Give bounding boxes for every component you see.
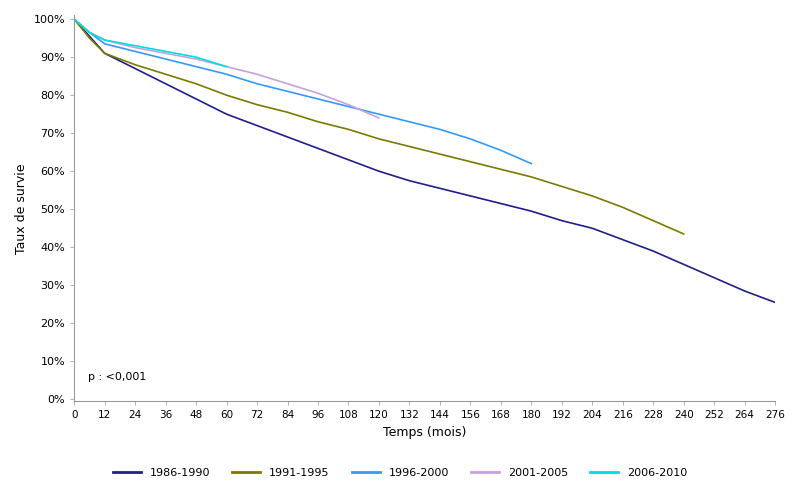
1996-2000 [161, 56, 170, 62]
1991-1995 [557, 183, 566, 189]
1986-1990 [740, 288, 750, 294]
1986-1990 [679, 262, 689, 267]
1991-1995 [374, 136, 384, 142]
2001-2005 [130, 45, 140, 51]
1996-2000 [85, 29, 94, 35]
2001-2005 [100, 37, 110, 43]
Text: p : <0,001: p : <0,001 [88, 372, 146, 382]
2006-2010 [222, 64, 231, 70]
2001-2005 [85, 29, 94, 35]
Line: 1996-2000: 1996-2000 [74, 19, 531, 163]
1991-1995 [100, 50, 110, 56]
1986-1990 [466, 193, 475, 199]
Line: 1991-1995: 1991-1995 [74, 19, 684, 234]
1996-2000 [466, 136, 475, 142]
Y-axis label: Taux de survie: Taux de survie [15, 163, 28, 254]
1986-1990 [587, 225, 597, 231]
1991-1995 [130, 62, 140, 68]
1986-1990 [70, 16, 79, 22]
Legend: 1986-1990, 1991-1995, 1996-2000, 2001-2005, 2006-2010: 1986-1990, 1991-1995, 1996-2000, 2001-20… [109, 464, 691, 483]
2006-2010 [70, 16, 79, 22]
1986-1990 [313, 145, 322, 151]
2006-2010 [85, 29, 94, 35]
1996-2000 [374, 111, 384, 117]
1986-1990 [710, 275, 719, 281]
1996-2000 [405, 119, 414, 125]
2001-2005 [252, 71, 262, 77]
1986-1990 [496, 201, 506, 206]
2001-2005 [344, 102, 354, 107]
1986-1990 [618, 237, 627, 243]
1991-1995 [405, 143, 414, 149]
1986-1990 [557, 218, 566, 224]
1991-1995 [282, 109, 292, 115]
1986-1990 [770, 300, 780, 305]
1986-1990 [374, 168, 384, 174]
1996-2000 [100, 41, 110, 47]
1991-1995 [222, 92, 231, 98]
1991-1995 [618, 204, 627, 210]
1996-2000 [191, 64, 201, 70]
2006-2010 [161, 48, 170, 54]
1996-2000 [252, 81, 262, 87]
2001-2005 [282, 81, 292, 87]
1986-1990 [344, 157, 354, 163]
1986-1990 [130, 65, 140, 71]
2001-2005 [374, 115, 384, 121]
Line: 2006-2010: 2006-2010 [74, 19, 226, 67]
1991-1995 [496, 166, 506, 172]
1996-2000 [222, 71, 231, 77]
1986-1990 [252, 122, 262, 128]
2001-2005 [70, 16, 79, 22]
1996-2000 [313, 96, 322, 102]
1986-1990 [191, 96, 201, 102]
2006-2010 [100, 37, 110, 43]
1991-1995 [648, 218, 658, 224]
1991-1995 [466, 159, 475, 164]
Line: 2001-2005: 2001-2005 [74, 19, 379, 118]
1991-1995 [161, 71, 170, 77]
1991-1995 [679, 231, 689, 237]
1991-1995 [587, 193, 597, 199]
2001-2005 [222, 64, 231, 70]
1986-1990 [405, 178, 414, 183]
1996-2000 [496, 147, 506, 153]
1991-1995 [191, 81, 201, 87]
2001-2005 [191, 56, 201, 62]
1996-2000 [282, 88, 292, 94]
1986-1990 [282, 134, 292, 140]
1991-1995 [344, 126, 354, 132]
1986-1990 [435, 185, 445, 191]
2006-2010 [130, 43, 140, 49]
1991-1995 [435, 151, 445, 157]
X-axis label: Temps (mois): Temps (mois) [383, 426, 466, 439]
1986-1990 [526, 208, 536, 214]
2001-2005 [313, 90, 322, 96]
1986-1990 [100, 50, 110, 56]
1996-2000 [435, 126, 445, 132]
1991-1995 [526, 174, 536, 180]
1986-1990 [161, 81, 170, 87]
1991-1995 [252, 102, 262, 107]
Line: 1986-1990: 1986-1990 [74, 19, 775, 303]
1996-2000 [344, 103, 354, 109]
2001-2005 [161, 50, 170, 56]
1996-2000 [526, 161, 536, 166]
1991-1995 [70, 16, 79, 22]
1991-1995 [85, 35, 94, 41]
2006-2010 [191, 54, 201, 60]
1996-2000 [130, 48, 140, 54]
1986-1990 [648, 248, 658, 254]
1991-1995 [313, 119, 322, 125]
1986-1990 [85, 33, 94, 39]
1986-1990 [222, 111, 231, 117]
1996-2000 [70, 16, 79, 22]
